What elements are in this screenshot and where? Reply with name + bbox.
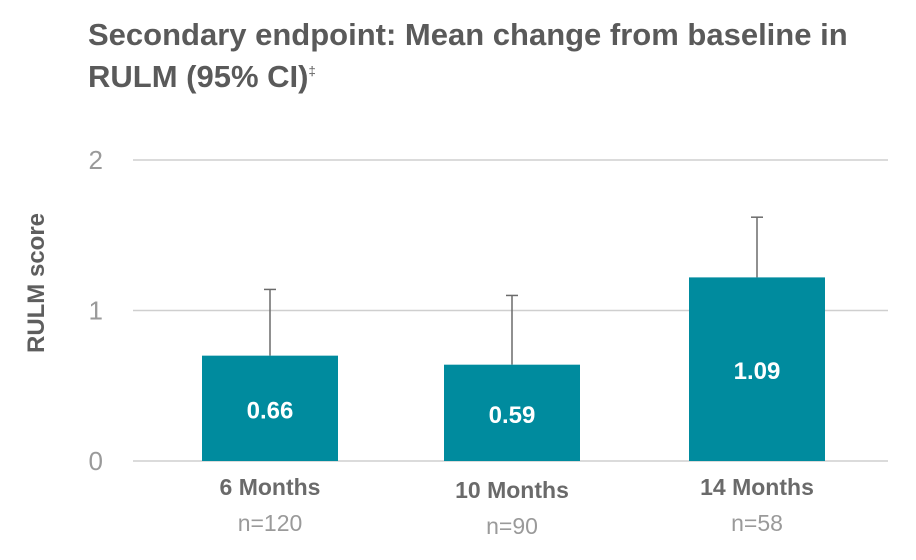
bar [444, 364, 580, 461]
bar [202, 355, 338, 461]
category-label: 14 Months [700, 474, 814, 500]
title-footnote-marker: ‡ [308, 63, 316, 79]
y-tick-label: 1 [89, 296, 103, 326]
category-label: 10 Months [455, 477, 569, 503]
bar-value-label: 0.66 [247, 397, 294, 424]
sample-size-label: n=90 [486, 513, 538, 539]
category-labels: 6 Months n=120 10 Months n=90 14 Months n=58 [220, 474, 814, 539]
y-tick-label: 0 [89, 446, 103, 476]
bars: 0.66 0.59 1.09 [202, 216, 825, 461]
sample-size-label: n=58 [731, 510, 783, 536]
chart-title: Secondary endpoint: Mean change from bas… [88, 14, 888, 98]
chart-title-text: Secondary endpoint: Mean change from bas… [88, 17, 848, 94]
y-axis-ticks: 0 1 2 [89, 145, 103, 476]
bar-value-label: 1.09 [734, 358, 781, 385]
category-label: 6 Months [220, 474, 321, 500]
bar-value-label: 0.59 [489, 402, 536, 429]
sample-size-label: n=120 [238, 510, 303, 536]
bar [689, 277, 825, 461]
y-axis-label: RULM score [23, 213, 50, 353]
y-tick-label: 2 [89, 145, 103, 175]
